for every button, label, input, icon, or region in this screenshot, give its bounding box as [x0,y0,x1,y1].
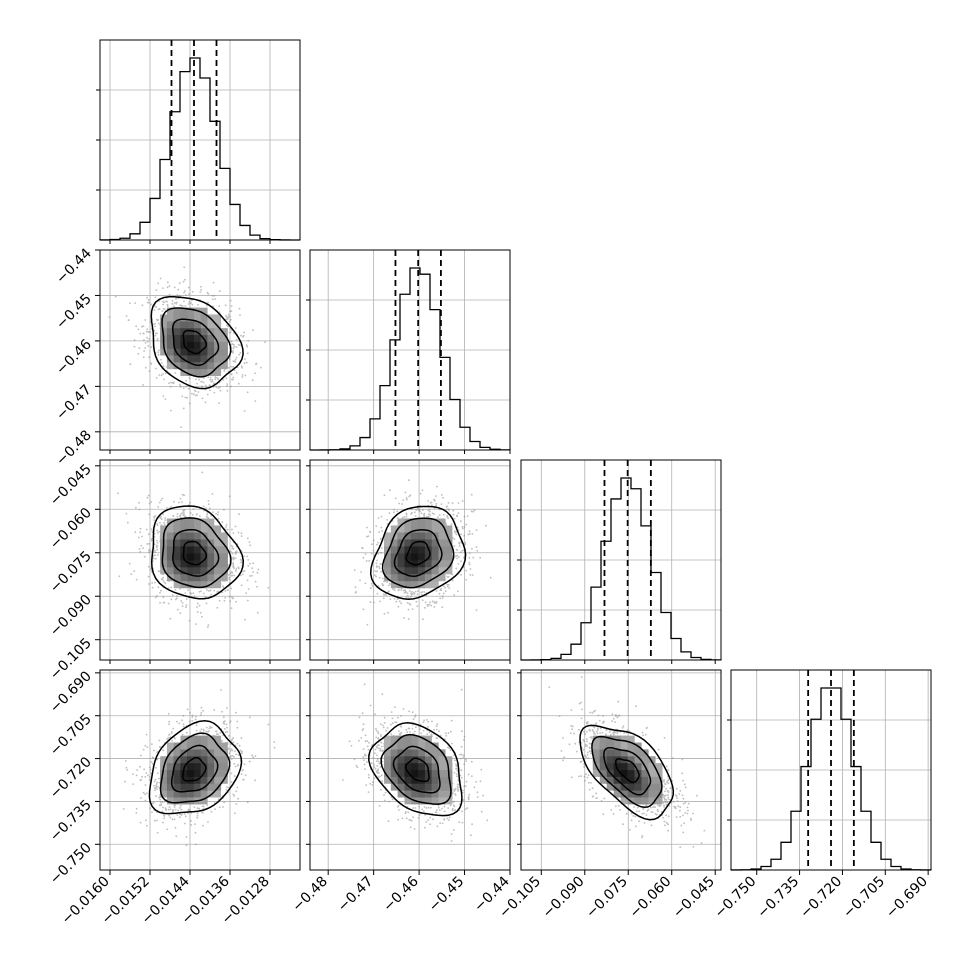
scatter-panel-2-1 [310,460,516,660]
x-tick-label: −0.735 [754,874,802,922]
histogram-panel-1 [306,250,510,450]
scatter-panel-3-0 [100,670,300,870]
x-tick-label: −0.48 [289,874,331,916]
y-tick-label: −0.720 [47,754,95,802]
y-tick-label: −0.090 [47,592,95,640]
density-cell [648,763,662,777]
x-tick-label: −0.750 [712,874,760,922]
histogram-step-2 [521,478,721,660]
y-tick-label: −0.750 [47,840,95,888]
scatter-panel-2-0 [100,460,300,660]
x-tick-label: −0.690 [883,874,931,922]
x-tick-label: −0.705 [840,874,888,922]
y-tick-label: −0.44 [53,245,95,287]
y-tick-label: −0.075 [47,548,95,596]
histogram-panel-0 [96,40,300,240]
x-tick-label: −0.47 [335,874,377,916]
y-tick-label: −0.060 [47,505,95,553]
y-tick-label: −0.47 [53,382,95,424]
histogram-panel-3 [727,670,931,870]
scatter-panel-3-2 [521,670,721,870]
x-tick-label: −0.090 [540,874,588,922]
y-tick-label: −0.48 [53,427,95,469]
y-tick-label: −0.45 [53,291,95,333]
histogram-panel-2 [517,460,721,660]
y-tick-label: −0.735 [47,797,95,845]
y-tick-label: −0.46 [53,336,95,378]
x-tick-label: −0.075 [583,874,631,922]
x-tick-label: −0.45 [426,874,468,916]
x-tick-label: −0.720 [797,874,845,922]
x-tick-label: −0.46 [380,873,422,915]
histogram-step-1 [310,268,510,450]
x-tick-label: −0.045 [670,874,718,922]
y-tick-label: −0.705 [47,711,95,759]
scatter-panel-1-0 [100,250,300,450]
y-tick-label: −0.045 [47,461,95,509]
scatter-panel-3-1 [310,670,510,870]
x-tick-label: −0.060 [627,874,675,922]
